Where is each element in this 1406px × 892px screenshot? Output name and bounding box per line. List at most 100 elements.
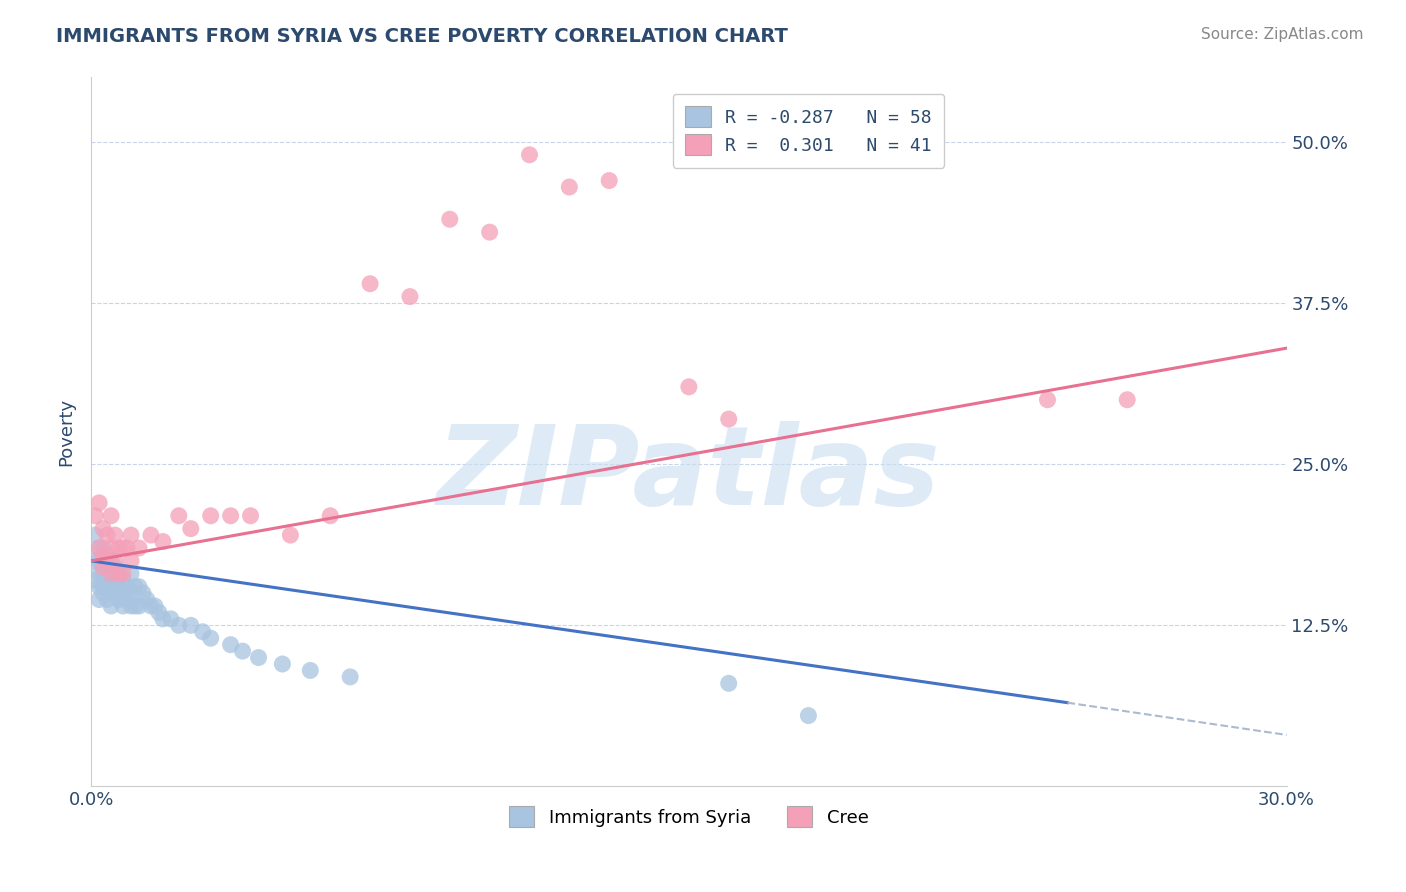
Point — [180, 522, 202, 536]
Point — [84, 573, 107, 587]
Point — [112, 541, 135, 555]
Point — [100, 541, 122, 555]
Point — [104, 554, 127, 568]
Point — [115, 592, 138, 607]
Point — [1116, 392, 1139, 407]
Point — [108, 592, 131, 607]
Point — [84, 554, 107, 568]
Point — [100, 554, 122, 568]
Point — [271, 657, 294, 671]
Point — [91, 522, 114, 536]
Point — [136, 592, 159, 607]
Point — [180, 618, 202, 632]
Point — [96, 592, 118, 607]
Point — [200, 508, 222, 523]
Point — [148, 606, 170, 620]
Point — [100, 580, 122, 594]
Point — [87, 566, 110, 581]
Y-axis label: Poverty: Poverty — [58, 398, 75, 466]
Point — [100, 566, 122, 581]
Point — [558, 180, 581, 194]
Point — [167, 618, 190, 632]
Point — [598, 173, 620, 187]
Point — [91, 580, 114, 594]
Legend: Immigrants from Syria, Cree: Immigrants from Syria, Cree — [502, 799, 876, 834]
Point — [87, 554, 110, 568]
Point — [319, 508, 342, 523]
Point — [717, 676, 740, 690]
Point — [100, 508, 122, 523]
Point — [96, 528, 118, 542]
Point — [139, 599, 162, 613]
Point — [115, 541, 138, 555]
Point — [167, 508, 190, 523]
Point — [124, 580, 146, 594]
Point — [124, 599, 146, 613]
Point — [120, 586, 142, 600]
Point — [112, 573, 135, 587]
Point — [339, 670, 361, 684]
Point — [128, 580, 150, 594]
Point — [232, 644, 254, 658]
Point — [160, 612, 183, 626]
Point — [112, 566, 135, 581]
Point — [399, 290, 422, 304]
Point — [359, 277, 381, 291]
Point — [104, 586, 127, 600]
Point — [280, 528, 302, 542]
Point — [717, 412, 740, 426]
Point — [100, 566, 122, 581]
Point — [239, 508, 262, 523]
Point — [91, 548, 114, 562]
Point — [87, 541, 110, 555]
Point — [87, 541, 110, 555]
Point — [200, 632, 222, 646]
Point — [108, 566, 131, 581]
Point — [128, 599, 150, 613]
Point — [143, 599, 166, 613]
Point — [478, 225, 501, 239]
Point — [104, 573, 127, 587]
Point — [299, 664, 322, 678]
Point — [132, 586, 155, 600]
Point — [96, 573, 118, 587]
Point — [84, 528, 107, 542]
Point — [87, 496, 110, 510]
Point — [91, 560, 114, 574]
Point — [678, 380, 700, 394]
Point — [91, 541, 114, 555]
Point — [104, 528, 127, 542]
Point — [120, 528, 142, 542]
Point — [91, 566, 114, 581]
Point — [152, 612, 174, 626]
Point — [96, 554, 118, 568]
Point — [91, 554, 114, 568]
Point — [96, 560, 118, 574]
Point — [87, 580, 110, 594]
Point — [439, 212, 461, 227]
Point — [797, 708, 820, 723]
Text: ZIPatlas: ZIPatlas — [437, 421, 941, 528]
Point — [120, 554, 142, 568]
Text: Source: ZipAtlas.com: Source: ZipAtlas.com — [1201, 27, 1364, 42]
Point — [87, 592, 110, 607]
Point — [112, 586, 135, 600]
Point — [247, 650, 270, 665]
Point — [108, 580, 131, 594]
Point — [112, 599, 135, 613]
Point — [91, 586, 114, 600]
Point — [84, 508, 107, 523]
Point — [96, 548, 118, 562]
Point — [115, 580, 138, 594]
Text: IMMIGRANTS FROM SYRIA VS CREE POVERTY CORRELATION CHART: IMMIGRANTS FROM SYRIA VS CREE POVERTY CO… — [56, 27, 789, 45]
Point — [191, 624, 214, 639]
Point — [139, 528, 162, 542]
Point — [219, 638, 242, 652]
Point — [128, 541, 150, 555]
Point — [120, 566, 142, 581]
Point — [219, 508, 242, 523]
Point — [152, 534, 174, 549]
Point — [1036, 392, 1059, 407]
Point — [108, 541, 131, 555]
Point — [108, 566, 131, 581]
